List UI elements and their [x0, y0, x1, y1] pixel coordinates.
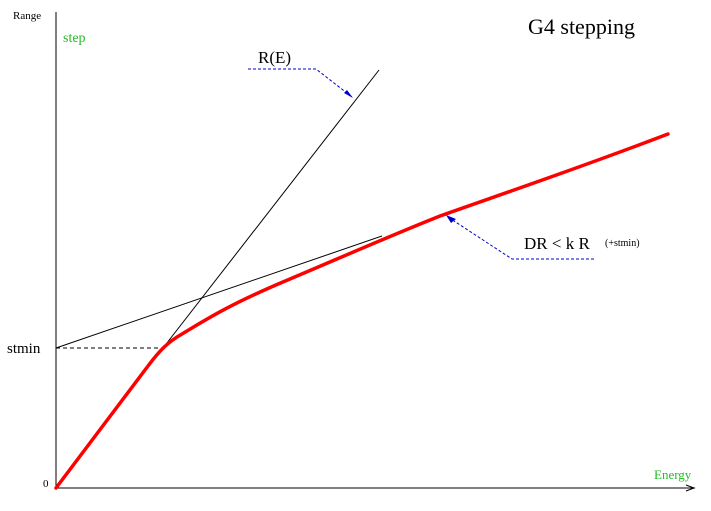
dr-pointer: [447, 216, 594, 260]
range-line: [162, 69, 380, 349]
dr-arrow-icon: [446, 215, 456, 223]
x-axis-label: Energy: [654, 467, 692, 482]
stmin-label: stmin: [7, 341, 41, 357]
step-label: step: [63, 31, 86, 46]
tangent-line: [55, 235, 383, 349]
y-axis-label: Range: [13, 10, 42, 22]
dr-note: (+stmin): [605, 238, 640, 249]
zero-label: 0: [43, 478, 49, 490]
x-axis-arrow-icon: [685, 484, 696, 492]
re-arrow-icon: [344, 90, 353, 98]
re-pointer: [248, 68, 353, 98]
diagram-title: G4 stepping: [528, 14, 635, 39]
re-label: R(E): [258, 48, 292, 67]
step-curve: [54, 132, 670, 490]
dr-label: DR < k R: [524, 234, 590, 253]
